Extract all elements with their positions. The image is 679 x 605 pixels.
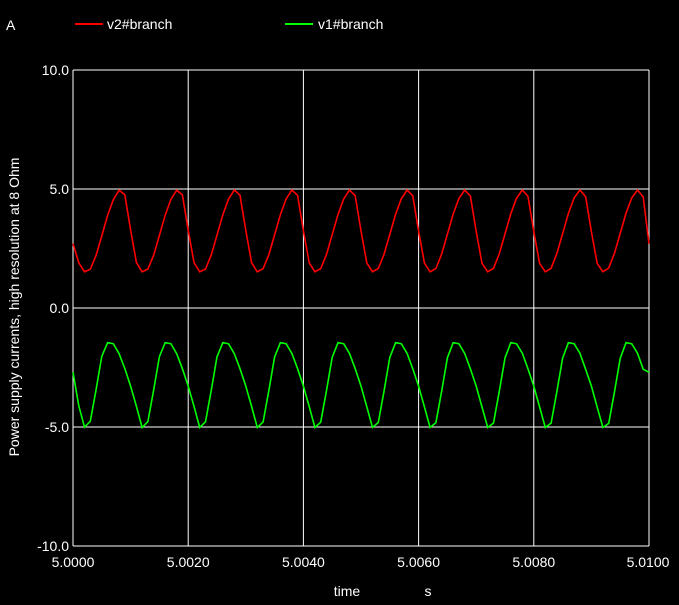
- y-tick-label: 10.0: [42, 62, 69, 78]
- y-tick-label: -5.0: [45, 419, 69, 435]
- x-axis-label: time: [334, 583, 361, 599]
- unit-label: A: [6, 17, 16, 33]
- y-tick-label: 5.0: [50, 181, 70, 197]
- x-tick-label: 5.0040: [282, 554, 325, 570]
- series-line-v1-branch: [72, 341, 650, 430]
- legend: v2#branch v1#branch: [75, 16, 383, 32]
- series-line-v2-branch: [72, 188, 650, 273]
- y-tick-label: -10.0: [37, 538, 69, 554]
- x-tick-label: 5.0060: [397, 554, 440, 570]
- y-tick-label: 0.0: [50, 300, 70, 316]
- series-group: [72, 188, 650, 430]
- x-axis-unit: s: [425, 583, 432, 599]
- x-tick-labels: 5.0000 5.0020 5.0040 5.0060 5.0080 5.0100: [52, 554, 670, 570]
- y-axis-label: Power supply currents, high resolution a…: [6, 158, 22, 457]
- legend-label-v2: v2#branch: [107, 16, 172, 32]
- x-tick-label: 5.0020: [167, 554, 210, 570]
- y-tick-labels: 10.0 5.0 0.0 -5.0 -10.0: [37, 62, 69, 554]
- x-tick-label: 5.0100: [627, 554, 670, 570]
- grid: [72, 69, 650, 547]
- x-tick-label: 5.0000: [52, 554, 95, 570]
- legend-label-v1: v1#branch: [318, 16, 383, 32]
- x-tick-label: 5.0080: [512, 554, 555, 570]
